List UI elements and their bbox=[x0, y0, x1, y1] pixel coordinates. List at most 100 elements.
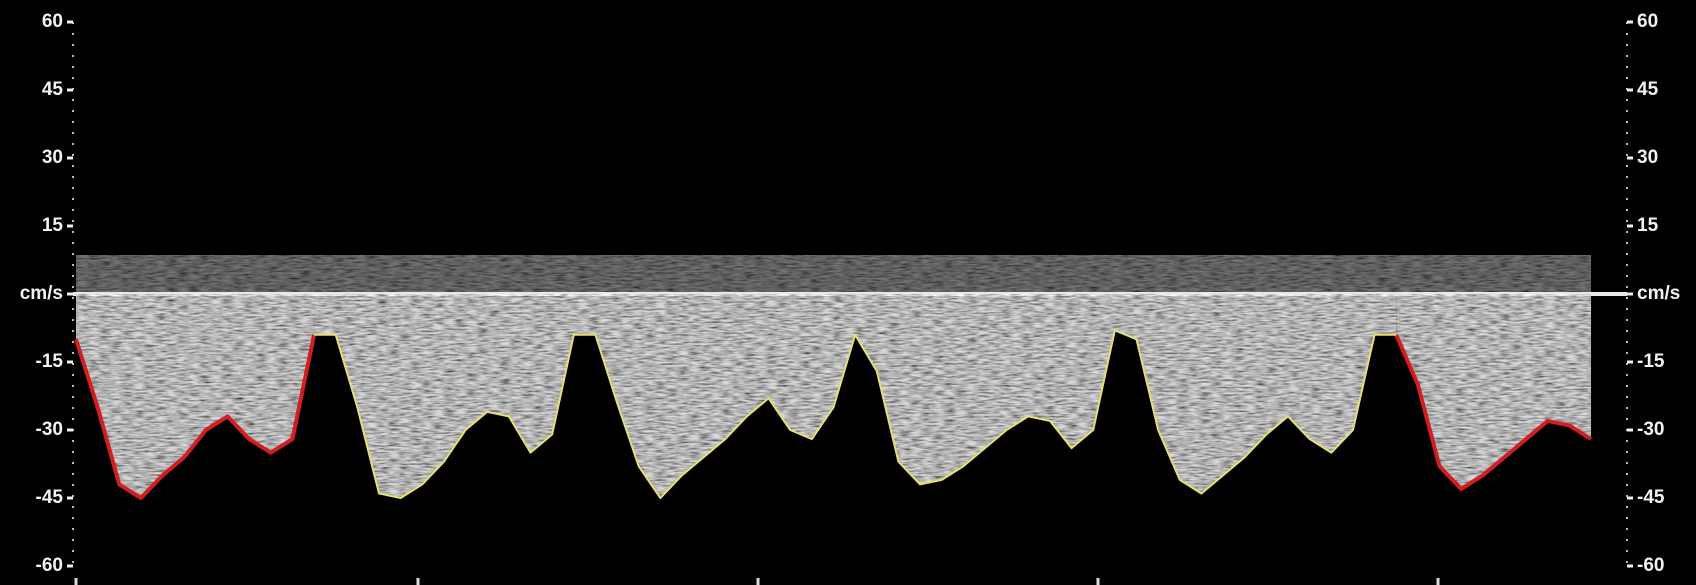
minor-tick bbox=[72, 330, 74, 332]
spectral-noise bbox=[76, 255, 1591, 293]
minor-tick bbox=[1626, 561, 1628, 563]
y-tick-label-right: 15 bbox=[1637, 215, 1659, 236]
minor-tick bbox=[1626, 154, 1628, 156]
minor-tick bbox=[1626, 286, 1628, 288]
minor-tick bbox=[1626, 132, 1628, 134]
minor-tick bbox=[72, 451, 74, 453]
y-tick-label: 60 bbox=[42, 11, 63, 32]
minor-tick bbox=[1626, 176, 1628, 178]
minor-tick bbox=[1626, 110, 1628, 112]
minor-tick bbox=[1626, 539, 1628, 541]
minor-tick bbox=[1626, 462, 1628, 464]
minor-tick bbox=[72, 396, 74, 398]
minor-tick bbox=[72, 132, 74, 134]
minor-tick bbox=[72, 561, 74, 563]
y-tick-label: 45 bbox=[42, 79, 64, 100]
minor-tick bbox=[72, 44, 74, 46]
minor-tick bbox=[72, 187, 74, 189]
y-tick-label-right: cm/s bbox=[1637, 283, 1680, 304]
minor-tick bbox=[72, 506, 74, 508]
minor-tick bbox=[72, 550, 74, 552]
minor-tick bbox=[1626, 451, 1628, 453]
minor-tick bbox=[1626, 264, 1628, 266]
minor-tick bbox=[72, 440, 74, 442]
minor-tick bbox=[1626, 385, 1628, 387]
minor-tick bbox=[1626, 165, 1628, 167]
minor-tick bbox=[72, 121, 74, 123]
y-tick-label-right: -15 bbox=[1637, 351, 1665, 372]
y-tick-label: 30 bbox=[42, 147, 63, 168]
minor-tick bbox=[72, 374, 74, 376]
minor-tick bbox=[72, 198, 74, 200]
minor-tick bbox=[1626, 308, 1628, 310]
y-tick-label: -45 bbox=[36, 487, 64, 508]
minor-tick bbox=[72, 110, 74, 112]
minor-tick bbox=[1626, 407, 1628, 409]
minor-tick bbox=[72, 55, 74, 57]
doppler-chart: 60 60 45 45 30 30 15 15 cm/s cm/s -15 -15 -30 -30 -45 -… bbox=[0, 0, 1696, 585]
minor-tick bbox=[1626, 198, 1628, 200]
y-tick-label-right: 60 bbox=[1637, 11, 1658, 32]
minor-tick bbox=[72, 352, 74, 354]
y-tick-label: -60 bbox=[36, 555, 63, 576]
minor-tick bbox=[1626, 242, 1628, 244]
y-tick-label: -15 bbox=[36, 351, 64, 372]
minor-tick bbox=[1626, 220, 1628, 222]
minor-tick bbox=[1626, 396, 1628, 398]
y-tick-label: 15 bbox=[42, 215, 64, 236]
minor-tick bbox=[72, 154, 74, 156]
minor-tick bbox=[1626, 528, 1628, 530]
minor-tick bbox=[72, 418, 74, 420]
minor-tick bbox=[72, 77, 74, 79]
minor-tick bbox=[72, 385, 74, 387]
minor-tick bbox=[72, 319, 74, 321]
minor-tick bbox=[1626, 99, 1628, 101]
minor-tick bbox=[72, 143, 74, 145]
minor-tick bbox=[72, 99, 74, 101]
minor-tick bbox=[1626, 77, 1628, 79]
minor-tick bbox=[72, 462, 74, 464]
minor-tick bbox=[72, 66, 74, 68]
minor-tick bbox=[1626, 374, 1628, 376]
minor-tick bbox=[1626, 484, 1628, 486]
y-tick-label: -30 bbox=[36, 419, 63, 440]
minor-tick bbox=[1626, 418, 1628, 420]
minor-tick bbox=[72, 473, 74, 475]
minor-tick bbox=[1626, 330, 1628, 332]
minor-tick bbox=[1626, 473, 1628, 475]
minor-tick bbox=[72, 297, 74, 299]
minor-tick bbox=[1626, 517, 1628, 519]
minor-tick bbox=[72, 407, 74, 409]
minor-tick bbox=[1626, 550, 1628, 552]
minor-tick bbox=[72, 220, 74, 222]
y-tick-label-right: -30 bbox=[1637, 419, 1664, 440]
minor-tick bbox=[72, 231, 74, 233]
minor-tick bbox=[72, 286, 74, 288]
minor-tick bbox=[1626, 55, 1628, 57]
minor-tick bbox=[72, 176, 74, 178]
minor-tick bbox=[1626, 506, 1628, 508]
minor-tick bbox=[1626, 143, 1628, 145]
minor-tick bbox=[72, 209, 74, 211]
minor-tick bbox=[1626, 440, 1628, 442]
y-tick-label-right: 45 bbox=[1637, 79, 1659, 100]
minor-tick bbox=[72, 242, 74, 244]
y-tick-label-right: -45 bbox=[1637, 487, 1665, 508]
page: {"chart_data": { "type": "line", "ylim":… bbox=[0, 0, 1696, 585]
y-tick-label: cm/s bbox=[20, 283, 63, 304]
minor-tick bbox=[1626, 297, 1628, 299]
y-tick-label-right: 30 bbox=[1637, 147, 1658, 168]
minor-tick bbox=[72, 308, 74, 310]
minor-tick bbox=[72, 484, 74, 486]
minor-tick bbox=[1626, 341, 1628, 343]
minor-tick bbox=[1626, 33, 1628, 35]
minor-tick bbox=[72, 165, 74, 167]
minor-tick bbox=[72, 33, 74, 35]
minor-tick bbox=[72, 539, 74, 541]
minor-tick bbox=[1626, 66, 1628, 68]
minor-tick bbox=[72, 275, 74, 277]
minor-tick bbox=[1626, 231, 1628, 233]
minor-tick bbox=[1626, 209, 1628, 211]
minor-tick bbox=[72, 528, 74, 530]
minor-tick bbox=[1626, 319, 1628, 321]
